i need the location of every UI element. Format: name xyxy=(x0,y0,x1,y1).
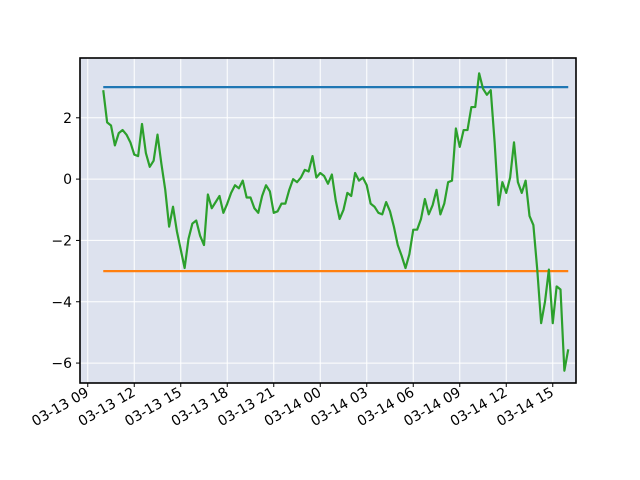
y-tick-label: −4 xyxy=(51,295,72,311)
y-tick-label: 0 xyxy=(63,172,72,188)
y-tick-label: 2 xyxy=(63,111,72,127)
series-line-3 xyxy=(102,72,570,372)
series-lines xyxy=(102,72,570,372)
gridlines-x xyxy=(87,58,554,383)
y-axis: 2 0 −2 −4 −6 xyxy=(51,111,80,372)
plot-area xyxy=(80,58,576,383)
y-tick-label: −6 xyxy=(51,356,72,372)
plot-frame xyxy=(79,57,577,384)
y-tick-label: −2 xyxy=(51,233,72,249)
